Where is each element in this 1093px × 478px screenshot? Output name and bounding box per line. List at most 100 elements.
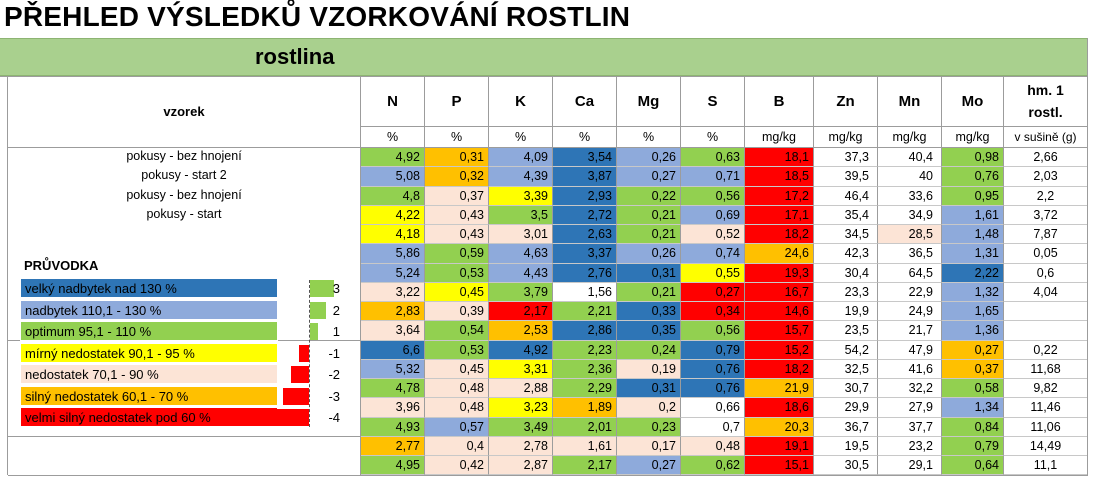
table-cell: 18,2: [745, 225, 814, 245]
table-cell: 2,17: [553, 456, 617, 476]
table-cell: 19,5: [814, 436, 878, 456]
table-cell: 2,23: [553, 340, 617, 360]
legend-item: nedostatek 70,1 - 90 %: [20, 364, 278, 384]
table-cell: 47,9: [878, 340, 942, 360]
table-cell: 1,56: [553, 282, 617, 302]
table-cell: 11,46: [1004, 398, 1088, 418]
table-cell: 0,26: [617, 148, 681, 168]
table-cell: 17,1: [745, 205, 814, 225]
table-cell: 0,22: [617, 186, 681, 206]
column-unit: mg/kg: [942, 126, 1004, 147]
legend-score: 1: [332, 324, 340, 339]
table-cell: 15,7: [745, 321, 814, 341]
table-cell: 0,05: [1004, 244, 1088, 264]
column-unit: %: [489, 126, 553, 147]
table-cell: 36,5: [878, 244, 942, 264]
table-cell: 2,29: [553, 379, 617, 399]
table-border: [8, 435, 361, 437]
table-cell: 0,45: [425, 282, 489, 302]
table-cell: 19,3: [745, 263, 814, 283]
table-cell: 6,6: [361, 340, 425, 360]
table-cell: 5,08: [361, 167, 425, 187]
table-cell: 1,48: [942, 225, 1004, 245]
legend-score: -3: [328, 388, 340, 404]
column-unit: mg/kg: [745, 126, 814, 147]
table-cell: 15,2: [745, 340, 814, 360]
table-cell: [1004, 302, 1088, 322]
legend-score-bar: [283, 387, 309, 405]
legend-axis: [309, 280, 310, 427]
table-cell: 19,9: [814, 302, 878, 322]
legend-item: velmi silný nedostatek pod 60 %: [20, 407, 278, 427]
table-cell: 0,45: [425, 359, 489, 379]
table-cell: 0,42: [425, 456, 489, 476]
table-cell: 0,64: [942, 456, 1004, 476]
table-cell: 2,36: [553, 359, 617, 379]
table-border-left: [7, 76, 8, 476]
table-cell: 16,7: [745, 282, 814, 302]
table-cell: 2,03: [1004, 167, 1088, 187]
table-cell: 0,43: [425, 225, 489, 245]
table-cell: 9,82: [1004, 379, 1088, 399]
table-cell: 20,3: [745, 417, 814, 437]
table-cell: 0,35: [617, 321, 681, 341]
table-cell: 4,22: [361, 205, 425, 225]
table-cell: 11,68: [1004, 359, 1088, 379]
legend-score: 3: [332, 281, 340, 296]
table-cell: 14,6: [745, 302, 814, 322]
legend-score-bar: [310, 280, 334, 297]
table-cell: 3,72: [1004, 205, 1088, 225]
column-unit: v sušině (g): [1004, 126, 1088, 147]
table-cell: 2,22: [942, 263, 1004, 283]
table-border-right: [1087, 38, 1088, 476]
table-cell: 0,95: [942, 186, 1004, 206]
table-cell: 2,21: [553, 302, 617, 322]
table-cell: 1,61: [553, 436, 617, 456]
table-cell: 21,7: [878, 321, 942, 341]
table-cell: 4,09: [489, 148, 553, 168]
column-unit: %: [361, 126, 425, 147]
table-cell: 0,2: [617, 398, 681, 418]
table-cell: 2,87: [489, 456, 553, 476]
table-cell: 2,2: [1004, 186, 1088, 206]
table-cell: 3,54: [553, 148, 617, 168]
table-cell: 54,2: [814, 340, 878, 360]
table-cell: 2,93: [553, 186, 617, 206]
table-cell: 18,1: [745, 148, 814, 168]
table-cell: 0,27: [681, 282, 745, 302]
table-cell: 0,48: [681, 436, 745, 456]
table-cell: 0,17: [617, 436, 681, 456]
table-cell: 0,22: [1004, 340, 1088, 360]
table-cell: 0,56: [681, 186, 745, 206]
table-cell: 4,92: [489, 340, 553, 360]
table-cell: 22,9: [878, 282, 942, 302]
table-cell: 0,24: [617, 340, 681, 360]
table-cell: 2,78: [489, 436, 553, 456]
table-cell: 34,5: [814, 225, 878, 245]
table-cell: 46,4: [814, 186, 878, 206]
table-cell: 0,79: [942, 436, 1004, 456]
table-cell: 0,34: [681, 302, 745, 322]
table-cell: 0,48: [425, 398, 489, 418]
table-cell: 0,54: [425, 321, 489, 341]
column-header: K: [489, 76, 553, 126]
table-cell: 3,49: [489, 417, 553, 437]
table-cell: 36,7: [814, 417, 878, 437]
legend-item: velký nadbytek nad 130 %: [20, 278, 278, 298]
column-header: S: [681, 76, 745, 126]
column-unit: %: [617, 126, 681, 147]
table-cell: 0,37: [425, 186, 489, 206]
table-cell: 2,01: [553, 417, 617, 437]
legend-score: -4: [328, 410, 340, 425]
table-cell: 1,36: [942, 321, 1004, 341]
table-cell: 0,53: [425, 263, 489, 283]
table-cell: 14,49: [1004, 436, 1088, 456]
table-cell: 0,76: [942, 167, 1004, 187]
table-cell: 28,5: [878, 225, 942, 245]
legend-score: 2: [332, 302, 340, 318]
table-cell: 0,32: [425, 167, 489, 187]
table-cell: 34,9: [878, 205, 942, 225]
table-cell: 24,9: [878, 302, 942, 322]
table-cell: 3,64: [361, 321, 425, 341]
section-band: [0, 38, 1088, 76]
